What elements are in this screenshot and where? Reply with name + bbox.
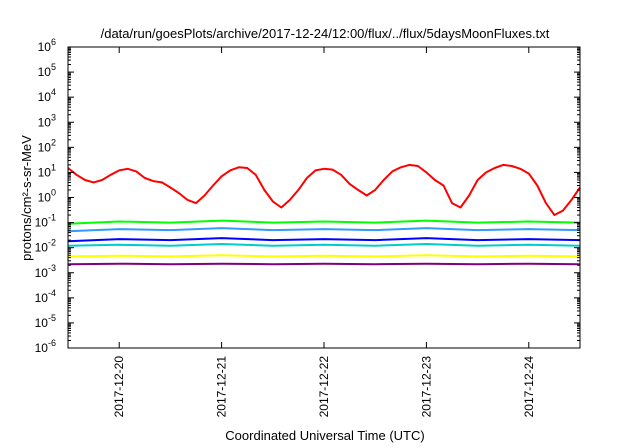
series-line-7	[67, 262, 581, 266]
series-line-1	[67, 163, 581, 216]
y-tick-base: 10	[38, 140, 52, 154]
y-tick-base: 10	[35, 241, 49, 255]
series-line-5	[67, 243, 581, 247]
y-tick-label: 10-3	[35, 263, 56, 280]
y-axis-label: protons/cm²-s-sr-MeV	[19, 135, 34, 261]
y-tick-label: 105	[38, 62, 56, 79]
x-axis-ticks: 2017-12-20 2017-12-21 2017-12-22 2017-12-23…	[112, 47, 536, 417]
y-tick-label: 10-1	[35, 213, 56, 230]
y-tick-label: 10-6	[35, 338, 56, 355]
y-tick-label: 102	[38, 137, 56, 154]
y-tick-exponent: 6	[51, 37, 56, 47]
y-tick-base: 10	[38, 191, 52, 205]
y-tick-exponent: -5	[48, 313, 56, 323]
y-tick-base: 10	[38, 65, 52, 79]
y-tick-base: 10	[38, 90, 52, 104]
y-tick-label: 103	[38, 112, 56, 129]
x-tick-label: 2017-12-20	[112, 356, 126, 418]
x-tick-label: 2017-12-23	[419, 356, 433, 418]
chart-title: /data/run/goesPlots/archive/2017-12-24/1…	[101, 26, 550, 41]
x-tick-label: 2017-12-22	[317, 356, 331, 418]
series-line-6	[67, 254, 581, 258]
y-tick-exponent: -3	[48, 263, 56, 273]
plot-frame	[67, 46, 581, 349]
y-tick-exponent: -1	[48, 213, 56, 223]
series-line-3	[67, 227, 581, 233]
plot-series	[67, 163, 581, 266]
y-tick-base: 10	[38, 40, 52, 54]
y-tick-label: 104	[38, 87, 56, 104]
series-line-2	[67, 219, 581, 225]
y-tick-label: 106	[38, 37, 56, 54]
y-tick-label: 101	[38, 162, 56, 179]
y-tick-exponent: 3	[51, 112, 56, 122]
y-tick-exponent: 4	[51, 87, 56, 97]
y-tick-label: 100	[38, 188, 56, 205]
x-axis-label: Coordinated Universal Time (UTC)	[225, 428, 424, 443]
y-tick-base: 10	[35, 216, 49, 230]
y-tick-exponent: -2	[48, 238, 56, 248]
y-tick-exponent: -6	[48, 338, 56, 348]
y-tick-label: 10-4	[35, 288, 56, 305]
y-tick-base: 10	[35, 316, 49, 330]
y-tick-exponent: 2	[51, 137, 56, 147]
y-tick-exponent: 0	[51, 188, 56, 198]
y-axis-ticks: 10-610-510-410-310-210-11001011021031041…	[35, 37, 580, 355]
x-tick-label: 2017-12-21	[215, 356, 229, 418]
series-line-4	[67, 237, 581, 243]
y-tick-base: 10	[38, 165, 52, 179]
x-tick-label: 2017-12-24	[522, 356, 536, 418]
y-tick-base: 10	[35, 266, 49, 280]
y-tick-base: 10	[35, 291, 49, 305]
y-tick-base: 10	[35, 341, 49, 355]
y-tick-exponent: 5	[51, 62, 56, 72]
y-tick-base: 10	[38, 115, 52, 129]
y-tick-label: 10-5	[35, 313, 56, 330]
y-tick-exponent: 1	[51, 162, 56, 172]
y-tick-exponent: -4	[48, 288, 56, 298]
y-tick-label: 10-2	[35, 238, 56, 255]
y-axis-label-group: protons/cm²-s-sr-MeV	[19, 135, 34, 261]
